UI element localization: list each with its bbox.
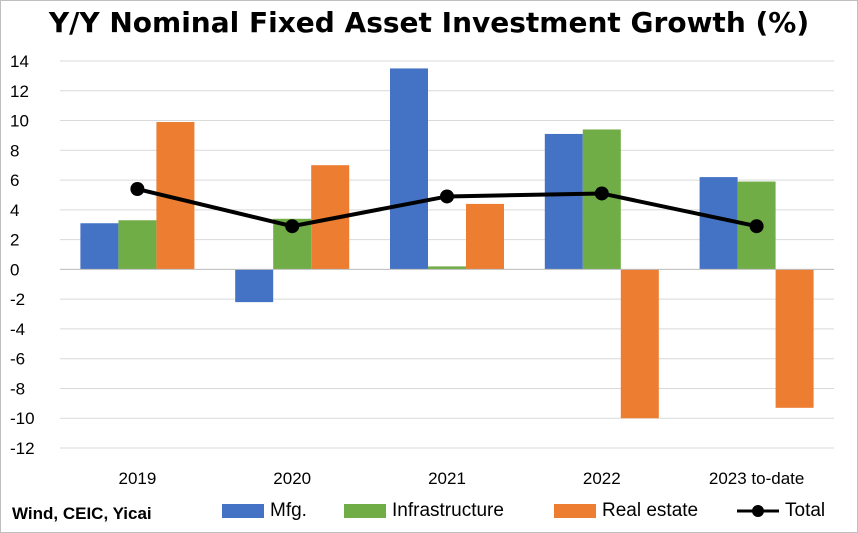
bar-mfg-2 bbox=[390, 68, 428, 270]
bar-real-estate-3 bbox=[620, 269, 659, 419]
y-tick-label: 4 bbox=[10, 201, 19, 220]
x-tick-label: 2019 bbox=[118, 469, 156, 488]
bar-infrastructure-2 bbox=[428, 266, 466, 270]
y-tick-label: 6 bbox=[10, 171, 19, 190]
y-tick-label: 8 bbox=[10, 141, 19, 160]
total-point-0 bbox=[130, 182, 145, 197]
total-point-1 bbox=[285, 219, 300, 234]
legend-swatch-infrastructure bbox=[344, 504, 386, 518]
legend-swatch-mfg bbox=[222, 504, 264, 518]
bar-mfg-1 bbox=[235, 269, 274, 303]
x-tick-label: 2022 bbox=[583, 469, 621, 488]
total-point-3 bbox=[594, 186, 609, 201]
bar-mfg-4 bbox=[699, 177, 738, 270]
legend-item-infrastructure: Infrastructure bbox=[344, 500, 504, 522]
y-tick-label: 14 bbox=[10, 52, 29, 71]
legend-label-infrastructure: Infrastructure bbox=[392, 500, 504, 521]
total-point-4 bbox=[749, 219, 764, 234]
bar-mfg-3 bbox=[544, 133, 583, 270]
y-tick-label: 2 bbox=[10, 231, 19, 250]
x-tick-label: 2020 bbox=[273, 469, 311, 488]
legend-label-mfg: Mfg. bbox=[270, 500, 307, 521]
y-tick-label: -12 bbox=[10, 439, 35, 458]
y-tick-label: -8 bbox=[10, 379, 25, 398]
legend-item-total: Total bbox=[735, 500, 825, 522]
legend-swatch-real-estate bbox=[554, 504, 596, 518]
bar-real-estate-4 bbox=[775, 269, 814, 408]
y-tick-label: -6 bbox=[10, 350, 25, 369]
y-tick-label: 0 bbox=[10, 260, 19, 279]
y-tick-label: 10 bbox=[10, 112, 29, 131]
x-tick-label: 2023 to-date bbox=[709, 469, 804, 488]
chart-title: Y/Y Nominal Fixed Asset Investment Growt… bbox=[48, 6, 810, 39]
y-tick-label: -4 bbox=[10, 320, 25, 339]
legend-swatch-total bbox=[737, 505, 779, 517]
bar-infrastructure-0 bbox=[118, 220, 157, 270]
source-note: Wind, CEIC, Yicai bbox=[12, 504, 152, 523]
legend-item-mfg: Mfg. bbox=[222, 500, 307, 522]
legend-label-real-estate: Real estate bbox=[602, 500, 699, 521]
total-point-2 bbox=[440, 189, 454, 204]
bar-mfg-0 bbox=[80, 223, 119, 270]
y-tick-label: -10 bbox=[10, 409, 35, 428]
y-tick-label: -2 bbox=[10, 290, 25, 309]
legend-item-real-estate: Real estate bbox=[554, 500, 698, 522]
x-tick-label: 2021 bbox=[428, 469, 466, 488]
y-tick-label: 12 bbox=[10, 82, 29, 101]
legend-label-total: Total bbox=[785, 500, 826, 521]
bar-real-estate-2 bbox=[466, 203, 504, 270]
